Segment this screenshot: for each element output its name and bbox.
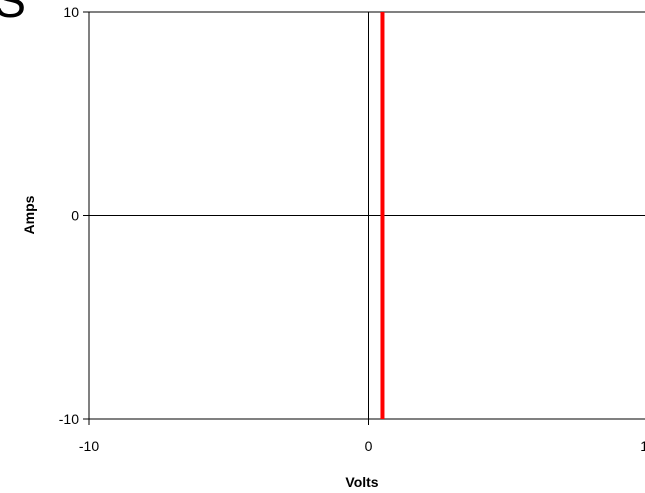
axis-ticks [83,11,369,425]
y-tick-label: 0 [71,208,79,224]
gridlines [89,12,645,419]
y-tick-label: 10 [63,4,79,20]
y-axis-title: Amps [21,195,37,234]
x-tick-label: 10 [640,438,645,454]
x-axis-title: Volts [345,474,378,490]
x-tick-label: 0 [365,438,373,454]
tick-labels: 10 0 -10-10 0 10 [59,4,645,454]
y-tick-label: -10 [59,411,79,427]
x-tick-label: -10 [79,438,99,454]
title-fragment: S [0,0,27,28]
